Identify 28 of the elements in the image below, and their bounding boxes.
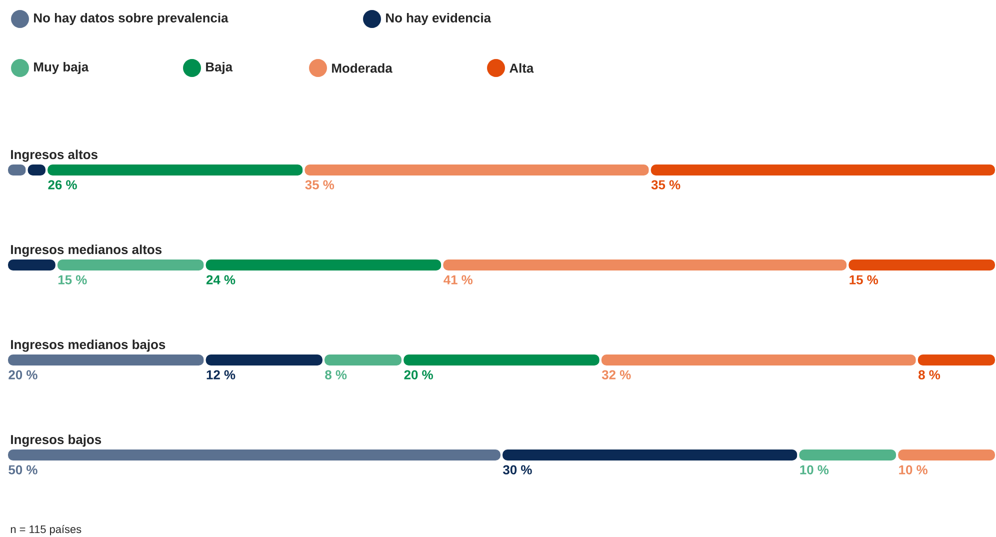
data-label: 41 % <box>444 275 473 284</box>
legend-label: Baja <box>206 62 233 74</box>
data-label: 30 % <box>503 465 532 474</box>
data-label: 20 % <box>404 370 433 380</box>
data-label: 8 % <box>325 370 347 380</box>
y-tick-label: Ingresos bajos <box>11 434 102 447</box>
data-label: 10 % <box>899 465 928 474</box>
data-label: 15 % <box>850 275 878 284</box>
y-tick-label: Ingresos medianos bajos <box>11 340 166 352</box>
data-label: 32 % <box>602 370 631 380</box>
y-tick-label: Ingresos medianos altos <box>11 244 162 257</box>
data-label: 8 % <box>918 370 940 380</box>
data-label: 12 % <box>206 370 236 380</box>
data-label: 24 % <box>206 275 236 284</box>
legend-label: No hay datos sobre prevalencia <box>34 12 228 26</box>
data-label: 50 % <box>8 465 38 474</box>
y-tick-label: Ingresos altos <box>11 150 98 162</box>
data-label: 35 % <box>305 180 334 190</box>
data-label: 26 % <box>48 180 77 190</box>
data-label: 20 % <box>8 370 38 380</box>
legend-label: Alta <box>510 63 534 73</box>
legend-label: Moderada <box>332 63 392 73</box>
legend-label: Muy baja <box>34 62 89 74</box>
legend-label: No hay evidencia <box>386 12 492 26</box>
data-label: 10 % <box>800 465 829 474</box>
data-label: 35 % <box>651 180 680 190</box>
data-label: 15 % <box>58 275 87 284</box>
text: n = 115 países <box>10 524 82 536</box>
